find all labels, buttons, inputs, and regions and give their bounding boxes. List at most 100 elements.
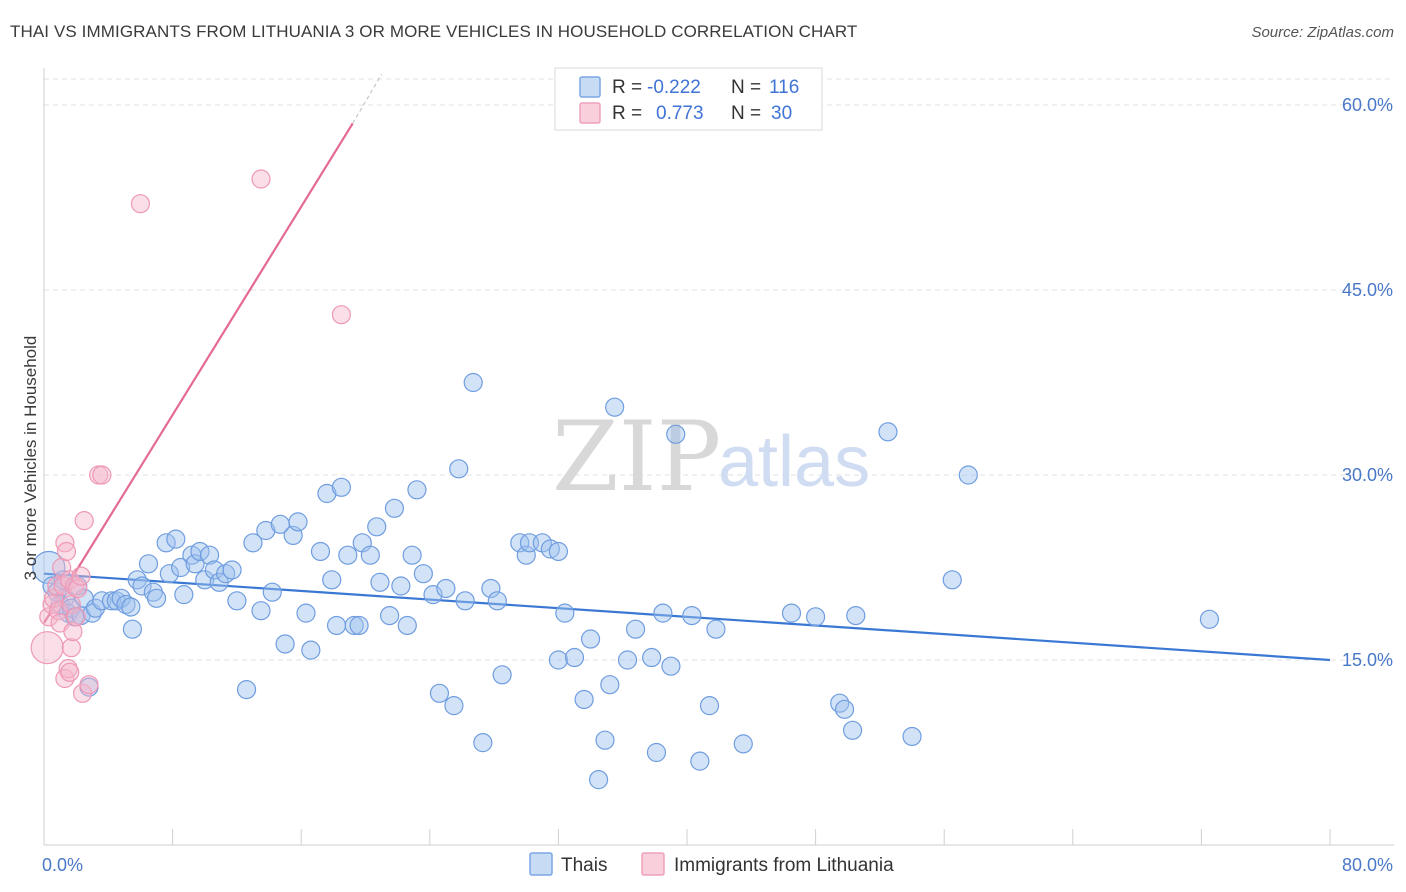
point-thais <box>171 557 191 578</box>
point-thais <box>574 689 594 710</box>
point-thais <box>322 570 342 590</box>
point-lithuania <box>71 566 91 586</box>
chart-title: THAI VS IMMIGRANTS FROM LITHUANIA 3 OR M… <box>10 22 858 41</box>
point-lithuania <box>39 607 59 627</box>
grid-lines <box>44 78 1394 661</box>
legend-r-label-lithuania: R = <box>612 103 642 124</box>
point-thais <box>122 619 143 639</box>
point-thais <box>326 615 347 636</box>
point-thais <box>588 770 609 790</box>
bottom-legend-thais: Thais <box>561 855 607 876</box>
point-thais <box>548 541 569 562</box>
point-lithuania <box>68 578 88 599</box>
point-thais <box>199 545 220 565</box>
y-tick-label: 45.0% <box>1342 280 1393 300</box>
point-thais <box>360 545 380 565</box>
point-thais <box>516 545 536 565</box>
point-lithuania <box>56 541 77 562</box>
point-thais <box>666 424 686 444</box>
point-thais <box>1199 609 1220 629</box>
point-thais <box>222 560 242 580</box>
point-lithuania <box>63 622 83 642</box>
point-thais <box>195 570 215 590</box>
trend-line-lithuania-extension <box>352 73 383 124</box>
point-thais <box>548 650 569 670</box>
point-thais <box>251 601 271 621</box>
correlation-legend: R = -0.222 N = 116 R = 0.773 N = 30 <box>554 67 823 131</box>
point-thais <box>159 564 179 584</box>
bottom-legend-swatch-thais <box>529 852 553 876</box>
y-axis-label: 3 or more Vehicles in Household <box>21 336 40 581</box>
bottom-legend-lithuania: Immigrants from Lithuania <box>674 855 894 876</box>
point-lithuania <box>74 511 94 531</box>
point-lithuania <box>130 194 151 214</box>
y-tick-label: 30.0% <box>1342 465 1393 485</box>
legend-n-label-thais: N = <box>731 77 761 98</box>
point-thais <box>646 742 667 763</box>
point-thais <box>690 751 710 771</box>
point-thais <box>185 554 205 574</box>
point-thais <box>564 647 585 668</box>
point-thais <box>487 591 507 611</box>
bottom-legend-swatch-lithuania <box>641 852 665 876</box>
point-thais <box>156 533 176 553</box>
trend-line-thais <box>43 572 1331 662</box>
point-thais <box>481 578 501 599</box>
point-thais <box>132 576 152 596</box>
axes <box>43 68 1394 846</box>
point-thais <box>706 619 726 639</box>
x-tick-label: 80.0% <box>1342 855 1393 875</box>
point-thais <box>805 607 826 627</box>
chart-source: Source: ZipAtlas.com <box>1251 24 1394 41</box>
point-thais <box>958 465 978 485</box>
point-thais <box>449 459 469 479</box>
series-legend: Thais Immigrants from Lithuania <box>529 852 894 876</box>
point-thais <box>85 598 106 618</box>
point-lithuania <box>331 305 351 325</box>
point-thais <box>301 640 321 660</box>
point-thais <box>733 734 753 754</box>
point-thais <box>942 570 962 590</box>
point-thais <box>682 605 702 626</box>
trend-lines <box>43 73 1331 662</box>
point-thais <box>402 545 422 565</box>
watermark: ZIP atlas <box>552 401 870 513</box>
point-thais <box>510 533 530 553</box>
point-thais <box>317 483 337 504</box>
point-thais <box>473 733 493 753</box>
point-thais <box>429 683 450 703</box>
y-tick-label: 15.0% <box>1342 650 1393 670</box>
point-thais <box>275 634 295 654</box>
point-thais <box>391 576 411 596</box>
point-thais <box>902 726 922 747</box>
point-thais <box>661 656 681 676</box>
legend-swatch-lithuania <box>579 102 601 124</box>
point-thais <box>243 533 263 553</box>
point-thais <box>262 582 282 602</box>
point-thais <box>288 512 308 532</box>
point-thais <box>236 679 257 700</box>
point-thais <box>367 517 387 537</box>
point-thais <box>166 529 186 549</box>
point-lithuania <box>64 576 85 596</box>
x-tick-labels: 0.0% 80.0% <box>42 855 1393 875</box>
point-thais <box>380 605 400 626</box>
point-thais <box>256 520 276 541</box>
point-lithuania <box>60 662 80 682</box>
trend-line-lithuania <box>43 122 354 624</box>
point-thais <box>349 615 369 636</box>
point-thais <box>190 541 210 562</box>
point-thais <box>842 720 863 740</box>
data-points <box>30 169 1220 790</box>
point-thais <box>384 498 405 518</box>
legend-n-value-thais: 116 <box>769 77 799 98</box>
watermark-atlas: atlas <box>718 422 870 502</box>
point-thais <box>653 603 673 623</box>
point-thais <box>92 591 112 611</box>
point-thais <box>625 619 646 639</box>
point-thais <box>595 730 615 750</box>
point-thais <box>846 605 866 626</box>
point-thais <box>174 585 194 605</box>
point-lithuania <box>30 631 64 665</box>
point-thais <box>617 650 638 670</box>
